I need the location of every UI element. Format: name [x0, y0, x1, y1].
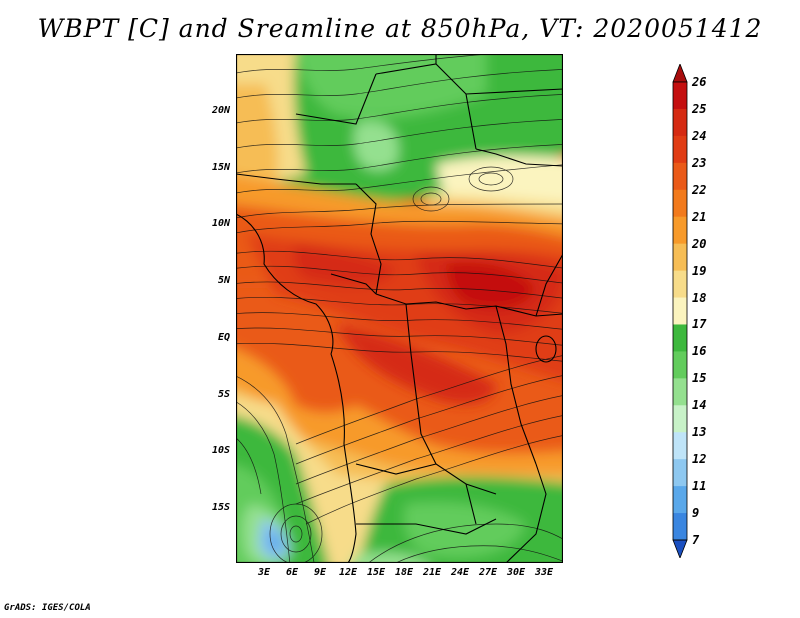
map-svg: [236, 54, 563, 563]
x-tick-label: 12E: [338, 567, 358, 578]
colorbar-segment: [673, 270, 687, 299]
colorbar-label: 9: [692, 506, 700, 521]
grads-credit: GrADS: IGES/COLA: [4, 603, 91, 613]
colorbar-segment: [673, 378, 687, 406]
colorbar-segment: [673, 324, 687, 352]
colorbar-segment: [673, 297, 687, 325]
colorbar-label: 21: [692, 209, 707, 224]
colorbar-segment: [673, 243, 687, 272]
x-tick-label: 3E: [257, 567, 271, 578]
y-tick-label: 5S: [217, 389, 230, 400]
colorbar-label: 12: [692, 452, 707, 467]
colorbar-label: 22: [692, 182, 707, 197]
colorbar-label: 14: [692, 398, 707, 413]
country-boundaries: [236, 54, 563, 563]
x-tick-label: 9E: [313, 567, 327, 578]
x-tick-label: 21E: [422, 567, 442, 578]
colorbar-label: 20: [692, 236, 707, 251]
y-tick-label: EQ: [217, 332, 230, 343]
x-tick-label: 18E: [394, 567, 414, 578]
y-tick-label: 10S: [211, 445, 230, 456]
colorbar-label: 18: [692, 290, 707, 305]
x-tick-label: 6E: [285, 567, 299, 578]
x-tick-label: 15E: [366, 567, 386, 578]
colorbar-top-arrow: [672, 64, 688, 83]
y-tick-label: 10N: [211, 218, 230, 229]
colorbar-label: 15: [692, 371, 707, 386]
colorbar-label: 11: [692, 479, 707, 494]
y-tick-label: 15N: [211, 162, 230, 173]
colorbar-segment: [673, 108, 687, 137]
y-tick-label: 15S: [211, 502, 230, 513]
y-tick-label: 20N: [211, 105, 230, 116]
colorbar-segment: [673, 135, 687, 164]
colorbar-label: 24: [692, 128, 707, 143]
colorbar-label: 26: [692, 75, 707, 89]
colorbar-segment: [673, 216, 687, 245]
colorbar-label: 25: [692, 101, 707, 116]
colorbar-label: 13: [692, 425, 707, 440]
colorbar-label: 7: [692, 533, 700, 547]
colorbar-segment: [673, 189, 687, 218]
colorbar-segment: [673, 513, 687, 541]
y-tick-label: 5N: [217, 275, 230, 286]
colorbar-label: 19: [692, 263, 707, 278]
colorbar-segment: [673, 486, 687, 514]
x-tick-label: 24E: [450, 567, 470, 578]
map-frame: [236, 54, 563, 563]
x-tick-label: 33E: [534, 567, 554, 578]
chart-title: WBPT [C] and Sreamline at 850hPa, VT: 20…: [37, 14, 763, 43]
x-tick-label: 27E: [478, 567, 498, 578]
colorbar-bottom-arrow: [672, 539, 688, 558]
colorbar-segment: [673, 162, 687, 191]
x-tick-label: 30E: [506, 567, 526, 578]
colorbar-segment: [673, 82, 687, 110]
colorbar-segment: [673, 432, 687, 460]
colorbar-segment: [673, 459, 687, 487]
streamlines: [236, 54, 563, 563]
colorbar-segment: [673, 405, 687, 433]
colorbar-label: 16: [692, 344, 707, 359]
colorbar-frame: [672, 81, 688, 541]
colorbar-label: 17: [692, 317, 707, 332]
map-panel: [236, 54, 563, 563]
colorbar-segment: [673, 351, 687, 379]
colorbar-label: 23: [692, 155, 707, 170]
colorbar: [672, 64, 688, 558]
